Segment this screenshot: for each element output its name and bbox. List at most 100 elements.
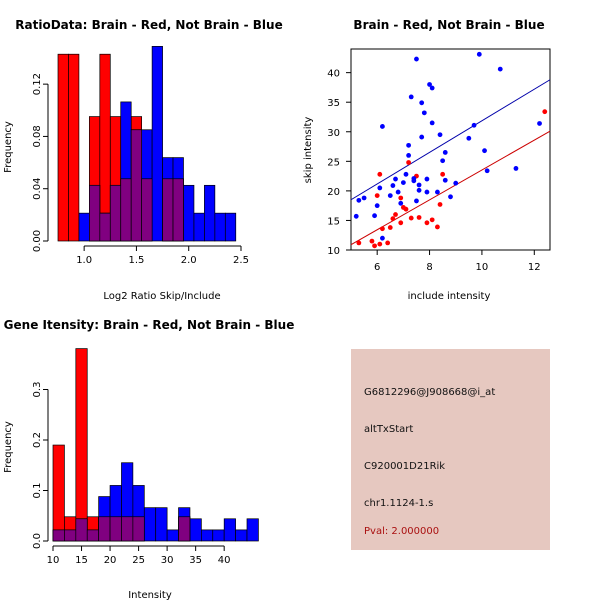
chart2-point-brain	[408, 215, 414, 221]
chart1-bar-not-brain	[151, 46, 163, 242]
chart2-x-tick-label: 8	[426, 262, 432, 273]
chart3-y-tick-label: 0.3	[32, 382, 43, 398]
chart2-point-brain	[377, 241, 383, 247]
chart3-bar-brain	[75, 348, 88, 542]
chart2-point-brain	[398, 220, 404, 226]
chart2-point-not-brain	[406, 153, 412, 158]
chart1-bar-not-brain	[183, 184, 195, 242]
chart3-xlabel: Intensity	[128, 590, 172, 600]
chart2-point-not-brain	[427, 82, 432, 87]
chart3-x-tick-label: 35	[189, 555, 202, 566]
chart2-point-brain	[369, 238, 375, 244]
genomic-location: chr1.1124-1.s	[364, 498, 434, 509]
chart3-y-tick-label: 0.1	[32, 483, 43, 499]
chart2-point-brain	[440, 171, 446, 177]
chart1-bar-overlap	[141, 178, 153, 242]
chart2-point-brain	[416, 215, 422, 220]
chart1-y-tick-label: 0.12	[32, 73, 43, 95]
chart3-bar-brain	[52, 444, 65, 542]
chart2-point-not-brain	[411, 178, 417, 184]
chart3-x-tick-label: 20	[104, 555, 117, 566]
chart1-bar-brain	[57, 53, 69, 242]
chart2-point-brain	[374, 193, 380, 199]
chart2-y-tick-label: 40	[327, 69, 340, 80]
chart1-bar-overlap	[120, 178, 132, 242]
chart2-point-not-brain	[437, 132, 443, 138]
chart2-ylabel: skip intensity	[303, 117, 314, 184]
chart2-point-not-brain	[442, 150, 448, 155]
chart2-y-tick-label: 35	[327, 98, 340, 109]
chart2-xlabel: include intensity	[408, 291, 491, 302]
chart2-fit-line	[350, 130, 551, 246]
chart1-bar-not-brain	[193, 212, 205, 242]
chart2-point-not-brain	[421, 110, 427, 116]
chart2-point-brain	[406, 160, 412, 165]
chart2-point-brain	[356, 240, 362, 246]
chart1-title: RatioData: Brain - Red, Not Brain - Blue	[15, 18, 282, 32]
chart2-point-not-brain	[393, 176, 398, 182]
chart2-points	[353, 51, 548, 249]
chart2-point-brain	[424, 220, 430, 226]
chart1-y-tick-label: 0.00	[32, 230, 43, 252]
chart2-point-not-brain	[414, 198, 419, 204]
chart2-point-brain	[435, 224, 440, 230]
chart3-bar-not-brain	[143, 507, 157, 542]
chart2-point-brain	[390, 216, 396, 222]
chart2-point-not-brain	[435, 189, 440, 195]
chart1-bar-not-brain	[204, 184, 216, 242]
chart2-point-not-brain	[424, 189, 430, 195]
chart2-point-not-brain	[429, 120, 435, 126]
chart1-x-tick-label: 1.0	[76, 255, 92, 266]
chart3-bar-overlap	[75, 518, 88, 542]
chart3-bar-overlap	[86, 529, 99, 542]
chart2-point-not-brain	[484, 168, 490, 174]
chart2-point-not-brain	[414, 56, 419, 62]
chart1-bar-brain	[68, 53, 80, 242]
chart3-bar-overlap	[98, 516, 111, 542]
chart2-point-not-brain	[513, 166, 519, 171]
chart3-x-tick-label: 40	[218, 555, 231, 566]
chart2-point-brain	[387, 225, 393, 230]
chart2-point-not-brain	[442, 177, 448, 183]
chart3-bar-not-brain	[212, 529, 225, 542]
chart2-point-not-brain	[356, 197, 362, 203]
chart2-point-not-brain	[419, 100, 425, 106]
chart2-point-not-brain	[390, 183, 396, 188]
chart2-fit-line	[350, 79, 551, 201]
chart1-bar-overlap	[99, 212, 111, 242]
chart3-bar-not-brain	[235, 529, 248, 542]
chart2-y-tick-label: 15	[327, 216, 340, 227]
chart1-bar-overlap	[130, 129, 143, 242]
chart2-point-brain	[403, 206, 409, 212]
chart3-bar-not-brain	[246, 518, 259, 542]
chart2-point-brain	[377, 171, 383, 177]
chart3-bar-overlap	[52, 529, 65, 542]
chart2-point-not-brain	[482, 148, 487, 154]
chart2-point-not-brain	[372, 213, 377, 219]
chart3-bar-overlap	[64, 529, 77, 542]
chart2-point-not-brain	[419, 134, 425, 140]
chart2-point-not-brain	[471, 122, 477, 128]
chart2-point-not-brain	[424, 176, 430, 182]
chart2-point-not-brain	[353, 213, 359, 219]
chart2-x-tick-label: 12	[528, 262, 541, 273]
chart2-point-not-brain	[395, 189, 401, 195]
chart3-bar-not-brain	[223, 518, 236, 542]
chart3-bar-overlap	[121, 516, 134, 542]
chart3-title: Gene Itensity: Brain - Red, Not Brain - …	[4, 318, 295, 332]
intensity-scatter: Brain - Red, Not Brain - Blue include in…	[303, 18, 551, 302]
chart2-point-not-brain	[453, 180, 459, 186]
pvalue: Pval: 2.000000	[364, 526, 440, 537]
chart2-title: Brain - Red, Not Brain - Blue	[353, 18, 544, 32]
chart1-axes: 1.0 1.5 2.0 2.5 0.00 0.04 0.08 0.12	[32, 73, 249, 266]
chart1-y-tick-label: 0.08	[32, 125, 43, 147]
chart2-point-brain	[385, 240, 391, 246]
chart1-x-tick-label: 2.0	[181, 255, 197, 266]
chart2-y-tick-label: 20	[327, 187, 340, 198]
chart3-bars	[52, 348, 259, 542]
chart2-x-tick-label: 6	[374, 262, 380, 273]
chart2-point-not-brain	[448, 194, 453, 200]
chart2-point-brain	[437, 202, 443, 207]
chart1-bar-overlap	[172, 178, 184, 242]
